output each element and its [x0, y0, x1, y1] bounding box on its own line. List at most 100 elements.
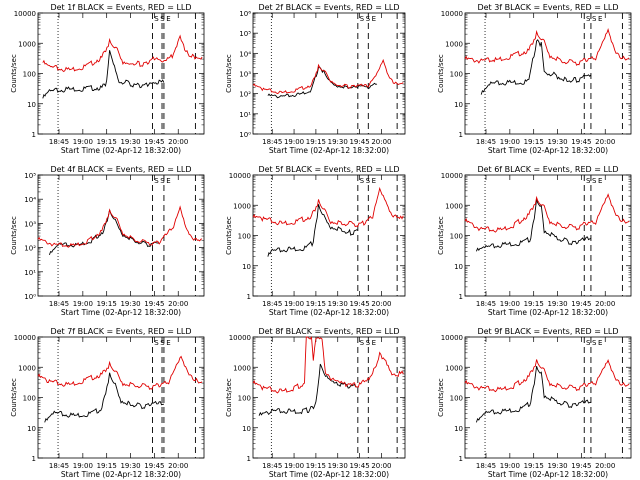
panel-5-ylabel: Counts/sec: [225, 216, 233, 255]
panel-6-series-events: [475, 199, 592, 252]
panel-5-xtick-label: 19:15: [306, 300, 326, 308]
panel-1-ytick-label: 10000: [14, 10, 36, 18]
panel-3-ytick-label: 1000: [445, 40, 463, 48]
panel-8-marker-e: E: [372, 339, 376, 347]
panel-9-ytick-label: 1000: [445, 364, 463, 372]
panel-7-ytick-label: 100: [23, 395, 36, 403]
panel-1-xtick-label: 18:45: [49, 138, 69, 146]
panel-4-ytick-label: 10⁴: [24, 196, 36, 204]
panel-4-ytick-label: 10³: [24, 220, 36, 228]
panel-6-ytick-label: 10000: [441, 172, 463, 180]
panel-9-xtick-label: 19:00: [500, 462, 520, 470]
panel-2-ytick-label: 10⁶: [239, 10, 251, 18]
panel-3-marker-e: E: [598, 15, 602, 23]
panel-8-title: Det 8f BLACK = Events, RED = LLD: [258, 327, 399, 336]
panel-9-xtick-label: 19:15: [524, 462, 544, 470]
panel-1-xtick-label: 19:45: [144, 138, 164, 146]
panel-2-xlabel: Start Time (02-Apr-12 18:32:00): [269, 146, 389, 155]
panel-6-series-lld: [464, 193, 630, 233]
panel-8-xtick-label: 19:45: [349, 462, 369, 470]
panel-7-marker-s: S: [154, 339, 159, 347]
panel-5-frame: [252, 174, 406, 297]
panel-9-ylabel: Counts/sec: [437, 378, 445, 417]
panel-7-frame: [37, 336, 205, 459]
panel-8-xtick-label: 19:00: [284, 462, 304, 470]
panel-6-xtick-label: 19:45: [571, 300, 591, 308]
panel-2-title: Det 2f BLACK = Events, RED = LLD: [258, 3, 399, 12]
panel-2-xtick-label: 18:45: [262, 138, 282, 146]
panel-1-ytick-label: 10: [27, 101, 36, 109]
panel-2-frame: [252, 12, 406, 135]
panel-7-xtick-label: 19:00: [73, 462, 93, 470]
panel-2-marker-s: S: [360, 15, 365, 23]
panel-1-series-events: [42, 50, 165, 99]
panel-1-ytick-label: 1000: [18, 40, 36, 48]
panel-6-xlabel: Start Time (02-Apr-12 18:32:00): [488, 308, 608, 317]
panel-8-marker-s: S: [360, 339, 365, 347]
panel-6-xtick-label: 19:30: [547, 300, 567, 308]
panel-7-xlabel: Start Time (02-Apr-12 18:32:00): [61, 470, 181, 479]
panel-4-series-lld: [37, 205, 203, 248]
panel-5-ytick-label: 100: [238, 233, 251, 241]
panel-9-series-events: [475, 366, 592, 423]
panel-8-xlabel: Start Time (02-Apr-12 18:32:00): [269, 470, 389, 479]
panel-8-ytick-label: 1000: [233, 364, 251, 372]
panel-5-marker-s: S: [360, 177, 365, 185]
panel-1-xtick-label: 20:00: [168, 138, 188, 146]
panel-6-xtick-label: 19:00: [500, 300, 520, 308]
panel-6-ytick-label: 1000: [445, 202, 463, 210]
panel-2-ytick-label: 10⁰: [239, 131, 251, 139]
panel-1-xtick-label: 19:15: [97, 138, 117, 146]
panel-9-xtick-label: 20:00: [595, 462, 615, 470]
panel-5-ytick-label: 1: [247, 293, 251, 301]
panel-4-ytick-label: 10⁰: [24, 293, 36, 301]
panel-3-xtick-label: 20:00: [595, 138, 615, 146]
panel-3-frame: [464, 12, 632, 135]
panel-2-xtick-label: 19:15: [306, 138, 326, 146]
panel-6-title: Det 6f BLACK = Events, RED = LLD: [477, 165, 618, 174]
panel-2-ylabel: Counts/sec: [225, 54, 233, 93]
panel-9-marker-s: S: [586, 339, 591, 347]
panel-5-ytick-label: 10: [242, 263, 251, 271]
panel-5-series-events: [267, 204, 358, 257]
panel-4-ylabel: Counts/sec: [10, 216, 18, 255]
panel-1-xtick-label: 19:00: [73, 138, 93, 146]
panel-7-xtick-label: 19:45: [144, 462, 164, 470]
panel-1-marker-s: S: [154, 15, 159, 23]
panel-8-xtick-label: 18:45: [262, 462, 282, 470]
panel-1-ytick-label: 1: [32, 131, 36, 139]
panel-1-ylabel: Counts/sec: [10, 54, 18, 93]
panel-8-ytick-label: 10: [242, 425, 251, 433]
panel-7-title: Det 7f BLACK = Events, RED = LLD: [50, 327, 191, 336]
panel-4-marker-e: E: [166, 177, 170, 185]
panel-7-xtick-label: 20:00: [168, 462, 188, 470]
panel-3-xtick-label: 18:45: [476, 138, 496, 146]
panel-8-series-lld: [252, 336, 404, 394]
panel-3-ytick-label: 100: [450, 71, 463, 79]
panel-5-ytick-label: 1000: [233, 202, 251, 210]
panel-8-ytick-label: 10000: [229, 334, 251, 342]
panel-4-xtick-label: 19:15: [97, 300, 117, 308]
panel-1-xtick-label: 19:30: [120, 138, 140, 146]
panel-6-marker-s: S: [586, 177, 591, 185]
panel-8-xtick-label: 20:00: [371, 462, 391, 470]
panel-7-series-lld: [37, 355, 203, 390]
panel-5-marker-e: E: [372, 177, 376, 185]
panel-3-ytick-label: 10000: [441, 10, 463, 18]
panel-9-frame: [464, 336, 632, 459]
panel-7-marker-s: S: [160, 339, 165, 347]
panel-2-xtick-label: 19:00: [284, 138, 304, 146]
panel-9-ytick-label: 10000: [441, 334, 463, 342]
panel-6-ytick-label: 10: [454, 263, 463, 271]
panel-8-frame: [252, 336, 406, 459]
panel-7-ytick-label: 10000: [14, 334, 36, 342]
panel-5-xtick-label: 19:45: [349, 300, 369, 308]
panel-8-marker-s: S: [366, 339, 371, 347]
panel-3-title: Det 3f BLACK = Events, RED = LLD: [477, 3, 618, 12]
panel-3-ytick-label: 10: [454, 101, 463, 109]
panel-2-series-lld: [252, 58, 404, 95]
panel-1-marker-s: S: [160, 15, 165, 23]
panel-4-xtick-label: 19:00: [73, 300, 93, 308]
panel-2-series-events: [267, 66, 378, 99]
